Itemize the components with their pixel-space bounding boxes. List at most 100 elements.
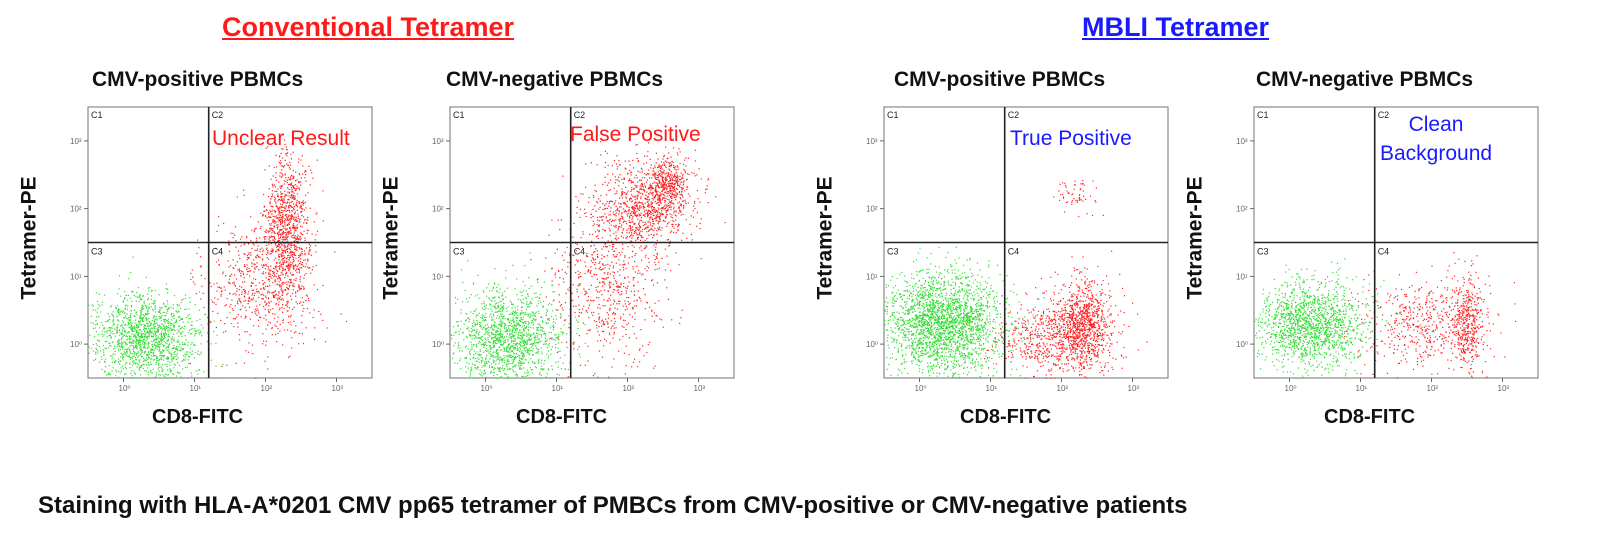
event-dot bbox=[298, 270, 301, 272]
event-dot bbox=[161, 333, 163, 335]
event-dot bbox=[497, 329, 499, 332]
event-dot bbox=[140, 312, 142, 314]
event-dot bbox=[555, 343, 557, 346]
event-dot bbox=[489, 377, 491, 379]
event-dot bbox=[453, 334, 455, 336]
event-dot bbox=[155, 346, 157, 348]
event-dot bbox=[166, 320, 169, 322]
event-dot bbox=[539, 293, 541, 296]
event-dot bbox=[479, 325, 481, 327]
event-dot bbox=[278, 208, 280, 210]
event-dot bbox=[117, 311, 119, 313]
event-dot bbox=[479, 350, 481, 352]
event-dot bbox=[118, 370, 120, 372]
event-dot bbox=[284, 206, 286, 208]
event-dot bbox=[112, 353, 114, 355]
event-dot bbox=[538, 338, 540, 340]
event-dot bbox=[523, 330, 525, 332]
event-dot bbox=[284, 250, 286, 252]
event-dot bbox=[256, 240, 258, 242]
event-dot bbox=[118, 350, 120, 352]
event-dot bbox=[178, 331, 180, 333]
event-dot bbox=[490, 342, 492, 344]
event-dot bbox=[612, 312, 614, 314]
event-dot bbox=[96, 323, 98, 325]
event-dot bbox=[280, 193, 282, 195]
event-dot bbox=[149, 287, 151, 289]
event-dot bbox=[652, 284, 655, 286]
event-dot bbox=[110, 326, 112, 329]
event-dot bbox=[146, 323, 148, 325]
event-dot bbox=[275, 172, 277, 174]
event-dot bbox=[494, 326, 496, 328]
event-dot bbox=[251, 294, 253, 296]
event-dot bbox=[516, 306, 519, 308]
event-dot bbox=[547, 318, 549, 321]
event-dot bbox=[552, 318, 555, 320]
event-dot bbox=[263, 306, 265, 308]
event-dot bbox=[628, 354, 630, 356]
event-dot bbox=[284, 195, 286, 197]
event-dot bbox=[278, 259, 280, 261]
event-dot bbox=[161, 306, 163, 309]
event-dot bbox=[259, 304, 261, 306]
event-dot bbox=[282, 216, 284, 218]
event-dot bbox=[141, 337, 143, 339]
event-dot bbox=[296, 271, 298, 273]
event-dot bbox=[108, 342, 110, 344]
event-dot bbox=[287, 310, 289, 312]
event-dot bbox=[101, 301, 103, 303]
event-dot bbox=[293, 203, 295, 205]
event-dot bbox=[161, 364, 164, 366]
event-dot bbox=[288, 259, 290, 261]
event-dot bbox=[541, 329, 543, 331]
event-dot bbox=[171, 316, 173, 318]
event-dot bbox=[116, 346, 118, 348]
event-dot bbox=[169, 322, 171, 324]
event-dot bbox=[471, 344, 473, 346]
event-dot bbox=[502, 343, 504, 345]
event-dot bbox=[198, 354, 200, 356]
event-dot bbox=[484, 333, 486, 335]
event-dot bbox=[274, 290, 276, 292]
event-dot bbox=[540, 365, 542, 367]
event-dot bbox=[514, 358, 516, 360]
event-dot bbox=[500, 315, 502, 317]
event-dot bbox=[138, 342, 140, 344]
event-dot bbox=[553, 338, 555, 340]
event-dot bbox=[473, 343, 475, 346]
event-dot bbox=[280, 206, 282, 208]
event-dot bbox=[482, 290, 484, 292]
event-dot bbox=[287, 267, 289, 269]
event-dot bbox=[114, 335, 116, 337]
event-dot bbox=[198, 329, 200, 331]
event-dot bbox=[523, 344, 525, 346]
event-dot bbox=[131, 325, 133, 327]
event-dot bbox=[242, 281, 244, 283]
event-dot bbox=[253, 325, 255, 327]
event-dot bbox=[175, 356, 177, 358]
event-dot bbox=[175, 320, 178, 322]
event-dot bbox=[494, 360, 496, 362]
event-dot bbox=[623, 326, 625, 328]
event-dot bbox=[290, 243, 293, 245]
event-dot bbox=[162, 344, 164, 346]
event-dot bbox=[179, 307, 182, 310]
event-dot bbox=[604, 243, 606, 245]
event-dot bbox=[246, 331, 248, 333]
event-dot bbox=[296, 199, 298, 201]
event-dot bbox=[292, 237, 294, 239]
event-dot bbox=[601, 219, 603, 221]
event-dot bbox=[277, 196, 279, 198]
event-dot bbox=[200, 256, 202, 258]
event-dot bbox=[277, 209, 279, 211]
event-dot bbox=[502, 316, 504, 318]
event-dot bbox=[198, 247, 200, 249]
event-dot bbox=[283, 220, 285, 222]
event-dot bbox=[146, 354, 148, 356]
event-dot bbox=[151, 372, 153, 374]
event-dot bbox=[124, 291, 126, 293]
event-dot bbox=[282, 291, 284, 293]
event-dot bbox=[149, 328, 151, 330]
event-dot bbox=[232, 282, 234, 284]
